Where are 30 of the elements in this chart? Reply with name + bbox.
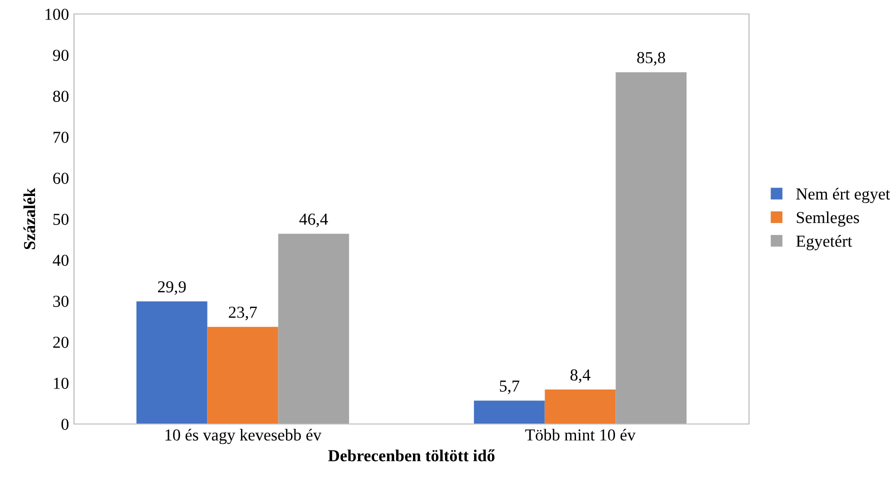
y-tick-label: 70: [54, 132, 69, 143]
x-tick-label: 10 és vagy kevesebb év: [166, 428, 322, 444]
legend-label: Nem ért egyet: [796, 188, 890, 204]
y-axis-title: Százalék: [23, 188, 36, 250]
bar: [278, 234, 350, 424]
bar: [207, 326, 278, 424]
legend-label: Egyetért: [796, 235, 852, 250]
bar: [136, 301, 208, 424]
y-tick-label: 100: [46, 8, 69, 20]
y-tick-label: 20: [53, 336, 69, 348]
bar: [616, 72, 687, 424]
y-tick-label: 60: [53, 172, 69, 184]
data-label: 85,8: [637, 52, 666, 66]
bar: [544, 390, 616, 424]
data-label: 46,4: [299, 214, 328, 228]
legend-label: Semleges: [796, 211, 860, 227]
y-tick-label: 40: [52, 254, 69, 266]
y-tick-label: 50: [53, 214, 69, 225]
x-tick-label: Több mint 10 év: [525, 428, 636, 441]
data-label: 29,9: [158, 281, 186, 295]
x-axis-title: Debrecenben töltött idő: [328, 449, 495, 462]
y-tick-label: 10: [54, 378, 69, 389]
y-tick-label: 80: [53, 90, 69, 102]
y-tick-label: 0: [61, 418, 69, 430]
y-tick-label: 30: [53, 296, 69, 307]
data-label: 23,7: [228, 306, 257, 320]
y-tick-label: 90: [53, 50, 69, 61]
bar: [474, 400, 545, 424]
data-label: 8,4: [570, 369, 590, 384]
data-label: 5,7: [500, 380, 520, 394]
